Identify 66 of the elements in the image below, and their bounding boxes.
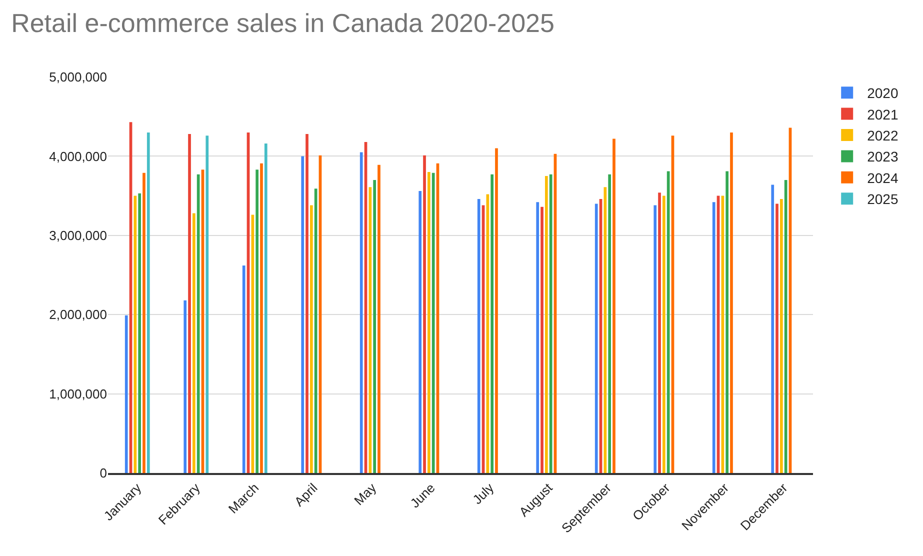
bar bbox=[184, 300, 187, 473]
bar bbox=[721, 196, 724, 473]
legend-label: 2024 bbox=[867, 170, 898, 186]
bar bbox=[495, 148, 498, 473]
bar bbox=[544, 176, 548, 473]
bar bbox=[301, 156, 304, 473]
chart-title: Retail e-commerce sales in Canada 2020-2025 bbox=[11, 8, 554, 38]
bar bbox=[196, 174, 200, 473]
bar bbox=[360, 152, 363, 473]
bar bbox=[594, 204, 598, 473]
legend-label: 2020 bbox=[867, 85, 898, 102]
bar bbox=[418, 191, 422, 473]
bar bbox=[490, 174, 494, 473]
bar bbox=[368, 187, 372, 473]
bar bbox=[138, 193, 142, 473]
bar bbox=[314, 188, 318, 473]
bar bbox=[423, 155, 426, 473]
bar bbox=[251, 214, 254, 473]
bar bbox=[549, 174, 552, 473]
bar bbox=[373, 180, 376, 473]
legend-label: 2021 bbox=[867, 106, 898, 122]
bar bbox=[242, 266, 246, 473]
bar bbox=[264, 144, 268, 473]
bar bbox=[771, 184, 774, 473]
bar bbox=[726, 171, 729, 473]
bar bbox=[260, 163, 263, 473]
bar bbox=[784, 180, 788, 473]
legend-label: 2023 bbox=[867, 148, 898, 165]
bar bbox=[432, 172, 435, 473]
bar bbox=[188, 134, 191, 473]
bar bbox=[612, 138, 616, 473]
bar bbox=[540, 206, 544, 473]
y-tick-label: 1,000,000 bbox=[49, 386, 107, 402]
bar bbox=[608, 174, 612, 473]
bar bbox=[134, 196, 137, 473]
bar bbox=[142, 172, 146, 473]
legend-label: 2025 bbox=[867, 191, 898, 208]
bar bbox=[776, 204, 778, 473]
y-tick-label: 2,000,000 bbox=[49, 307, 107, 322]
bar bbox=[780, 198, 783, 473]
bar bbox=[256, 170, 259, 473]
bar bbox=[662, 196, 666, 473]
bar bbox=[604, 187, 607, 473]
bar bbox=[477, 198, 480, 473]
bar bbox=[486, 194, 490, 473]
bar bbox=[654, 205, 657, 473]
bar bbox=[666, 171, 670, 473]
x-tick-label: May bbox=[351, 480, 380, 508]
bar bbox=[310, 205, 313, 473]
bar bbox=[146, 132, 150, 473]
bar bbox=[124, 315, 128, 473]
legend-label: 2022 bbox=[867, 127, 898, 144]
y-tick-label: 4,000,000 bbox=[49, 148, 107, 164]
bar bbox=[192, 213, 196, 473]
bar bbox=[378, 164, 380, 473]
bar bbox=[536, 202, 540, 473]
x-tick-label: July bbox=[470, 480, 497, 508]
y-tick-label: 5,000,000 bbox=[49, 70, 107, 85]
bar bbox=[206, 136, 209, 473]
bar bbox=[730, 132, 733, 473]
y-tick-label: 3,000,000 bbox=[49, 228, 107, 243]
y-tick-label: 0 bbox=[100, 466, 107, 481]
bar bbox=[306, 134, 308, 473]
bar bbox=[427, 172, 430, 473]
bar bbox=[712, 202, 716, 473]
bar bbox=[658, 192, 661, 473]
